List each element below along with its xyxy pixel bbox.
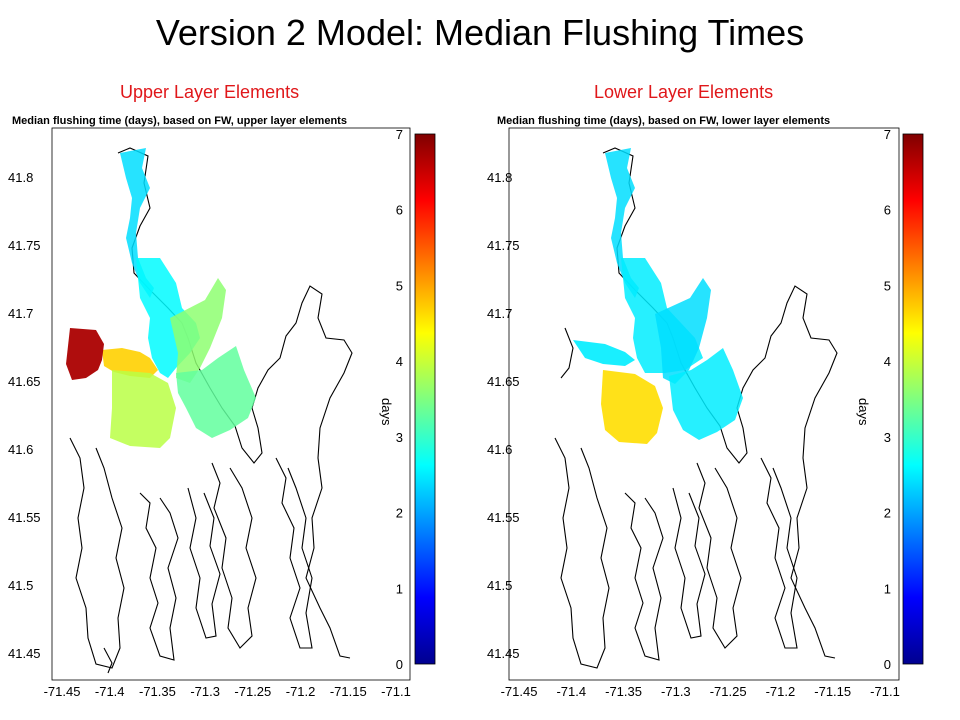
region-providence-river: [120, 148, 154, 298]
x-tick-label: -71.15: [330, 684, 367, 699]
lower-layer-subtitle: Lower Layer Elements: [594, 82, 774, 102]
colorbar-tick-label: 6: [884, 203, 891, 218]
upper-layer-subtitle: Upper Layer Elements: [120, 82, 300, 102]
lower-layer-map: Median flushing time (days), based on FW…: [487, 115, 924, 699]
flushing-regions: [66, 148, 256, 448]
region-mid-bay: [655, 278, 711, 384]
colorbar-tick-label: 4: [396, 354, 403, 369]
region-greenwich-bay: [573, 340, 635, 366]
y-tick-label: 41.6: [487, 442, 512, 457]
y-tick-labels: 41.8 41.75 41.7 41.65 41.6 41.55 41.5 41.45: [8, 170, 41, 661]
region-greenwich-bay-inner: [66, 328, 104, 380]
colorbar-tick-label: 3: [396, 430, 403, 445]
y-tick-label: 41.8: [487, 170, 512, 185]
x-tick-label: -71.35: [139, 684, 176, 699]
y-tick-label: 41.5: [8, 578, 33, 593]
colorbar-tick-label: 0: [884, 657, 891, 672]
colorbar-tick-label: 3: [884, 430, 891, 445]
x-tick-label: -71.35: [605, 684, 642, 699]
x-tick-label: -71.45: [44, 684, 81, 699]
colorbar-tick-label: 0: [396, 657, 403, 672]
colorbar-tick-labels: 0 1 2 3 4 5 6 7: [884, 127, 891, 672]
colorbar-tick-label: 7: [396, 127, 403, 142]
x-tick-label: -71.25: [234, 684, 271, 699]
colorbar: [414, 133, 436, 665]
colorbar-tick-label: 5: [884, 278, 891, 293]
flushing-regions: [573, 148, 743, 444]
x-tick-label: -71.15: [814, 684, 851, 699]
x-tick-label: -71.2: [766, 684, 796, 699]
y-tick-label: 41.7: [487, 306, 512, 321]
region-mount-hope-bay: [176, 346, 256, 438]
x-tick-label: -71.1: [381, 684, 411, 699]
y-tick-label: 41.55: [8, 510, 41, 525]
region-mid-bay: [170, 278, 226, 383]
x-tick-label: -71.4: [556, 684, 586, 699]
y-tick-labels: 41.8 41.75 41.7 41.65 41.6 41.55 41.5 41.45: [487, 170, 520, 661]
x-tick-label: -71.25: [710, 684, 747, 699]
x-tick-labels: -71.45 -71.4 -71.35 -71.3 -71.25 -71.2 -71.15-…: [44, 684, 411, 699]
x-tick-label: -71.1: [870, 684, 900, 699]
y-tick-label: 41.45: [8, 646, 41, 661]
colorbar-tick-label: 1: [884, 581, 891, 596]
colorbar-label: days: [379, 398, 394, 426]
region-providence-river: [605, 148, 639, 298]
colorbar: [902, 133, 924, 665]
y-tick-label: 41.75: [487, 238, 520, 253]
x-tick-label: -71.3: [661, 684, 691, 699]
map-title: Median flushing time (days), based on FW…: [12, 115, 347, 127]
colorbar-tick-label: 4: [884, 354, 891, 369]
colorbar-tick-label: 2: [396, 506, 403, 521]
x-tick-label: -71.3: [190, 684, 220, 699]
colorbar-label: days: [856, 398, 871, 426]
y-tick-label: 41.65: [487, 374, 520, 389]
x-tick-label: -71.4: [95, 684, 125, 699]
colorbar-tick-label: 7: [884, 127, 891, 142]
map-title: Median flushing time (days), based on FW…: [497, 115, 830, 127]
region-mount-hope-bay: [669, 348, 743, 440]
y-tick-label: 41.5: [487, 578, 512, 593]
region-west-passage-upper: [601, 370, 663, 444]
colorbar-tick-label: 1: [396, 581, 403, 596]
upper-layer-map: Median flushing time (days), based on FW…: [8, 115, 436, 699]
x-tick-labels: -71.45 -71.4 -71.35 -71.3 -71.25 -71.2 -71.15 -…: [501, 684, 900, 699]
colorbar-tick-label: 6: [396, 203, 403, 218]
colorbar-tick-labels: 0 1 2 3 4 5 6 7: [396, 127, 403, 672]
page-title: Version 2 Model: Median Flushing Times: [155, 12, 805, 53]
x-tick-label: -71.45: [501, 684, 538, 699]
y-tick-label: 41.7: [8, 306, 33, 321]
colorbar-tick-label: 2: [884, 506, 891, 521]
y-tick-label: 41.55: [487, 510, 520, 525]
y-tick-label: 41.8: [8, 170, 33, 185]
y-tick-label: 41.6: [8, 442, 33, 457]
x-tick-label: -71.2: [286, 684, 316, 699]
colorbar-tick-label: 5: [396, 278, 403, 293]
region-west-passage-upper: [110, 370, 176, 448]
y-tick-label: 41.75: [8, 238, 41, 253]
y-tick-label: 41.65: [8, 374, 41, 389]
y-tick-label: 41.45: [487, 646, 520, 661]
